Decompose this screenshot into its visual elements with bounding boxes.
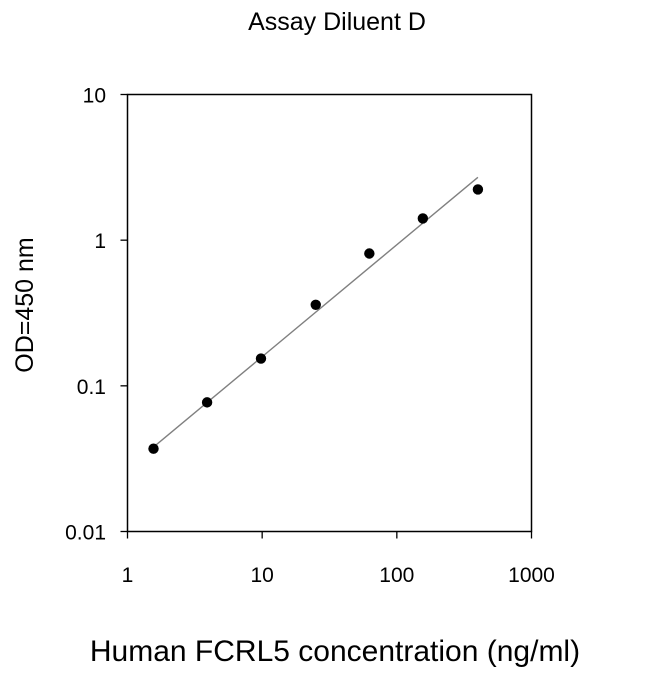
data-point bbox=[417, 213, 429, 224]
x-tick-label: 1000 bbox=[508, 564, 555, 587]
x-axis-ticks: 1 10 100 1000 bbox=[122, 531, 555, 587]
x-tick-label: 1 bbox=[122, 564, 134, 587]
y-tick-label: 0.01 bbox=[65, 522, 106, 545]
data-point bbox=[364, 248, 375, 259]
y-tick-label: 0.1 bbox=[77, 376, 106, 399]
data-point bbox=[201, 397, 213, 408]
y-axis-label: OD=450 nm bbox=[11, 237, 39, 373]
data-points bbox=[148, 184, 484, 454]
x-tick-label: 10 bbox=[250, 564, 273, 587]
y-tick-label: 10 bbox=[83, 85, 106, 108]
data-point bbox=[472, 184, 484, 195]
x-tick-label: 100 bbox=[379, 564, 414, 587]
x-axis-label: Human FCRL5 concentration (ng/ml) bbox=[90, 635, 580, 668]
plot-frame bbox=[126, 93, 533, 533]
data-point bbox=[310, 299, 321, 310]
y-tick-label: 1 bbox=[94, 230, 106, 253]
chart-title: Assay Diluent D bbox=[248, 8, 426, 36]
data-point bbox=[148, 443, 159, 454]
y-axis-ticks: 0.01 0.1 1 10 bbox=[65, 85, 128, 545]
data-point bbox=[255, 353, 267, 364]
regression-line bbox=[153, 176, 479, 448]
